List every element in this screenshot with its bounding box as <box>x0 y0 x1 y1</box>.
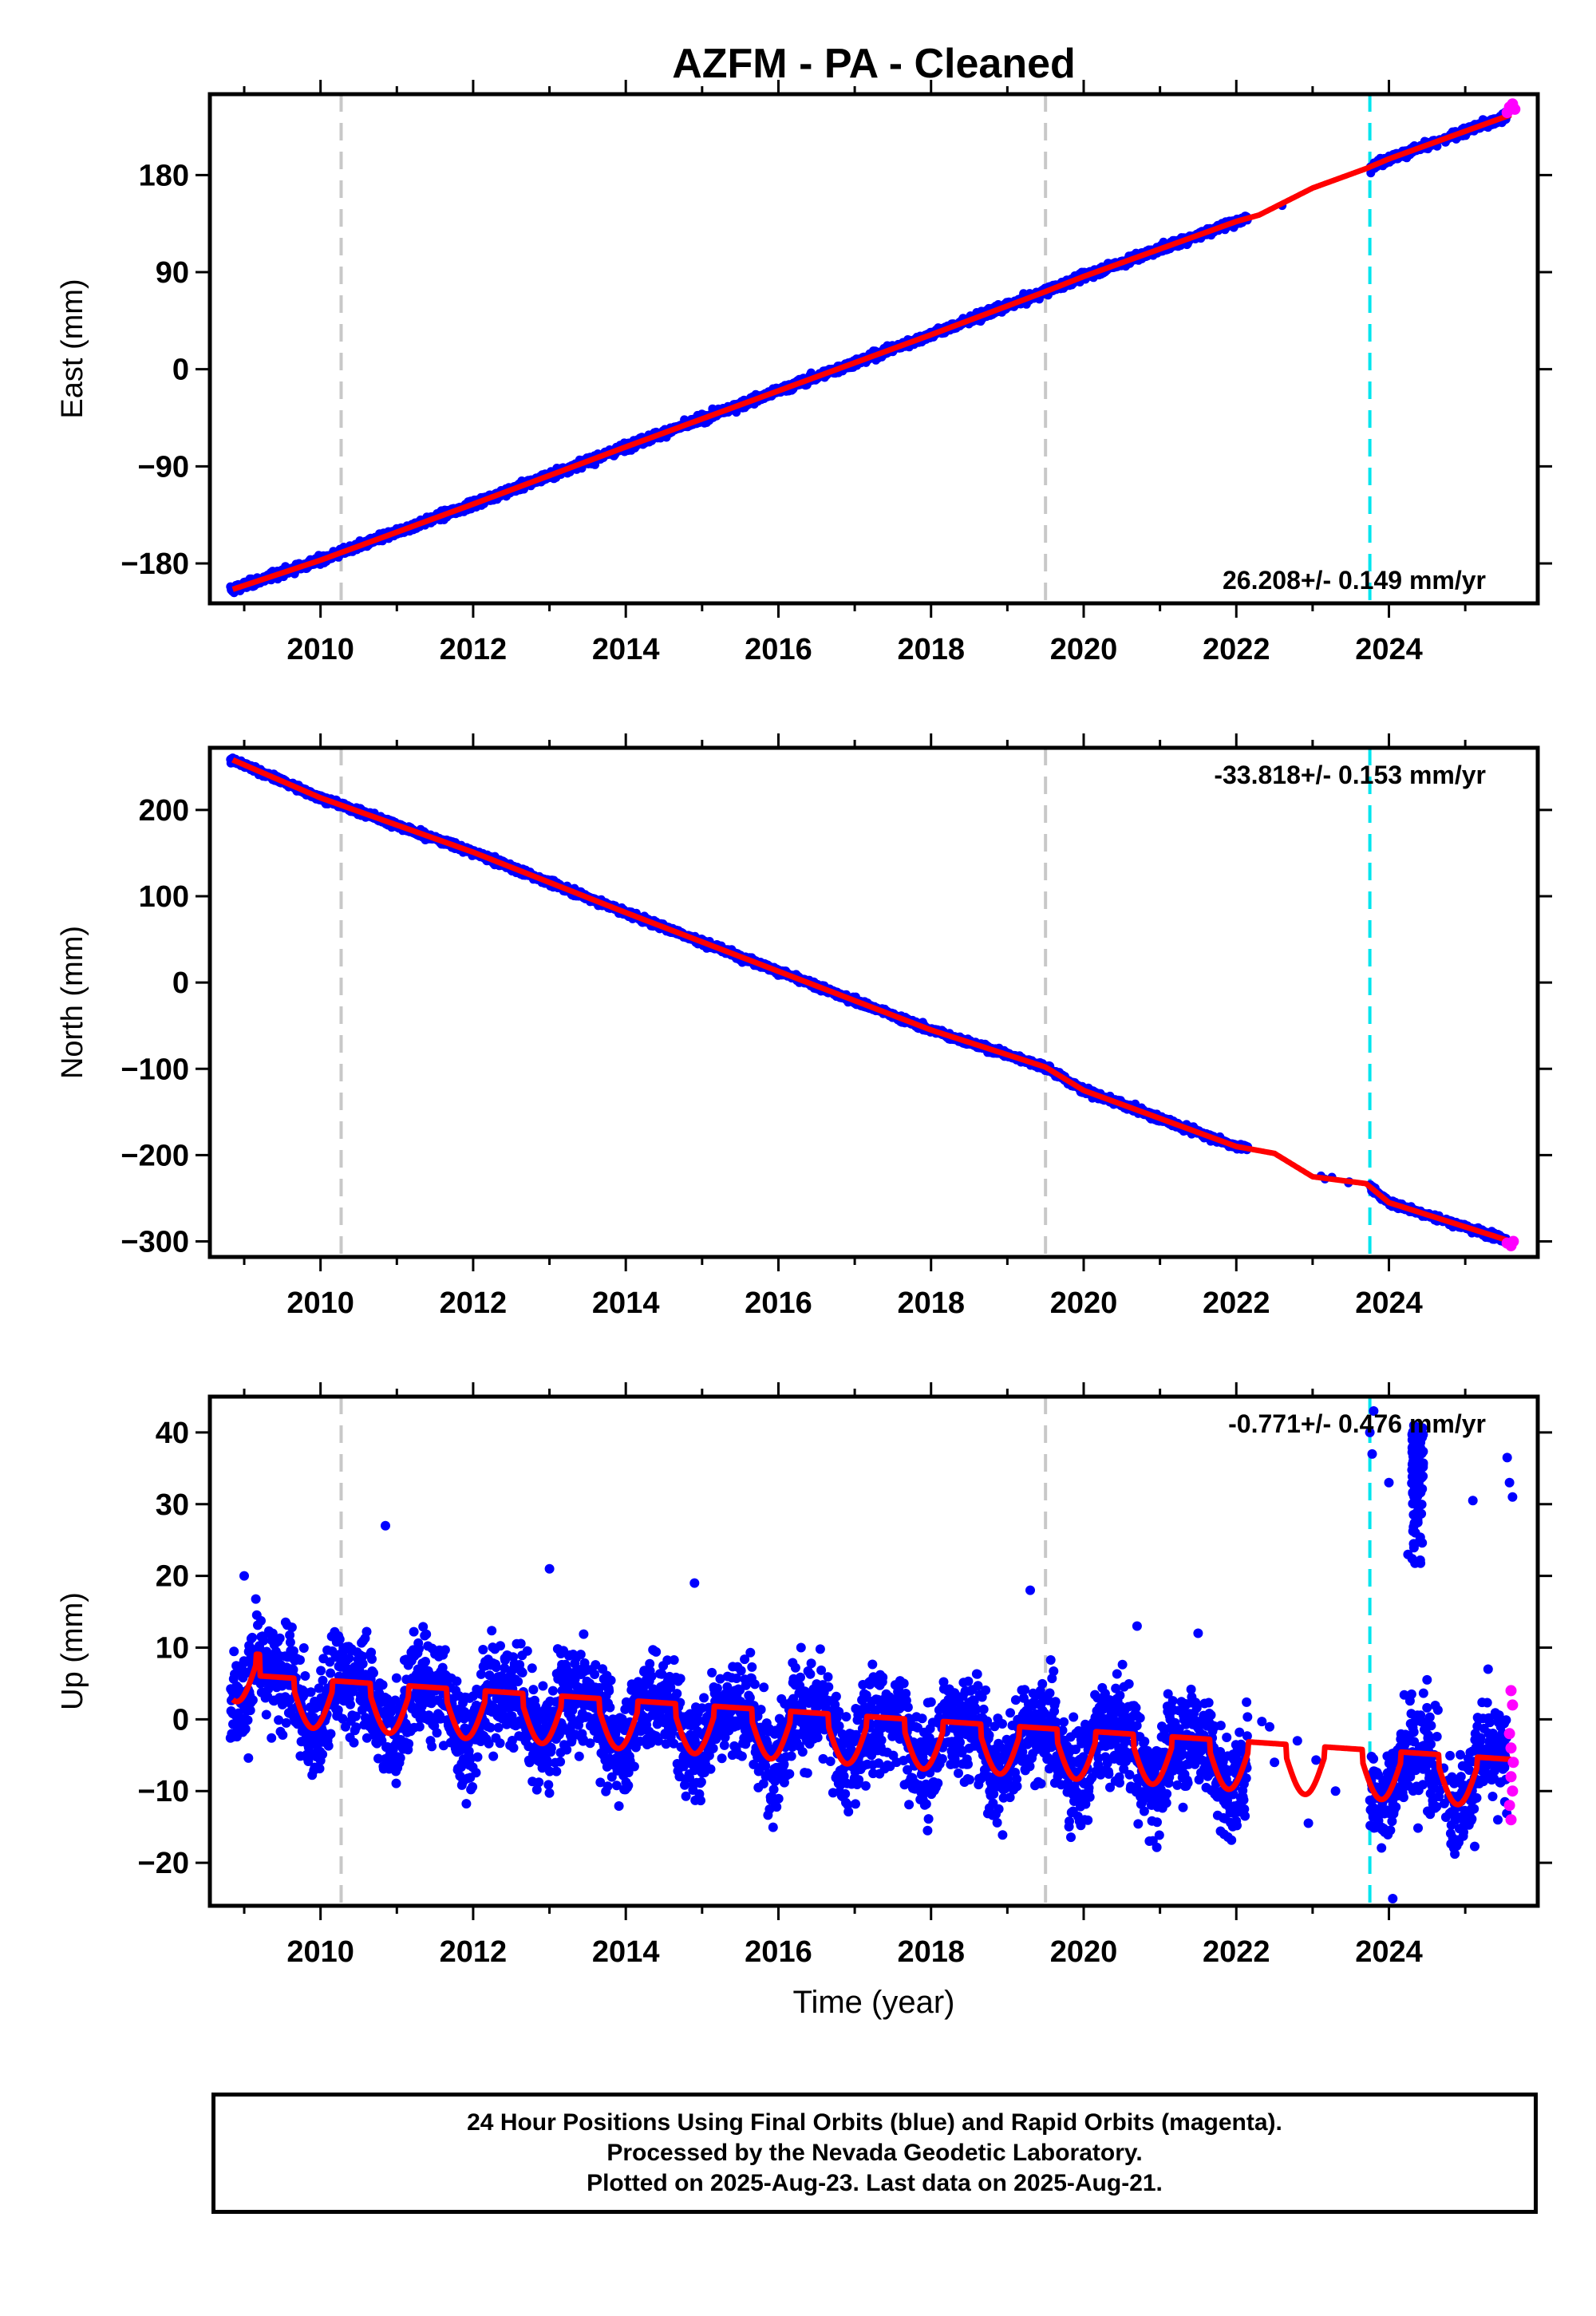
y-axis-label: East (mm) <box>56 279 89 418</box>
x-tick-label: 2012 <box>440 633 508 666</box>
x-tick-label: 2014 <box>592 633 660 666</box>
panel-east: 2010 2012 2014 2016 2018 2020 2022 2024 −180 −90 0… <box>56 80 1552 666</box>
final-orbit-points <box>226 753 1512 1247</box>
y-tick-label: −90 <box>138 450 189 484</box>
y-tick-label: 90 <box>156 256 189 290</box>
y-tick-label: 180 <box>139 159 189 192</box>
rapid-orbit-points <box>1501 98 1521 118</box>
x-tick-label: 2020 <box>1050 633 1118 666</box>
x-tick-label: 2010 <box>286 633 354 666</box>
x-tick-label: 2016 <box>745 633 812 666</box>
x-tick-label: 2024 <box>1355 633 1423 666</box>
rate-label: 26.208+/- 0.149 mm/yr <box>1223 566 1486 595</box>
panel-north: 2010 2012 2014 2016 2018 2020 2022 2024−300−200… <box>56 733 1552 1320</box>
figure-title: AZFM - PA - Cleaned <box>672 41 1076 87</box>
rapid-point <box>1509 103 1521 115</box>
y-tick-label: 0 <box>172 354 189 387</box>
x-tick-label: 2022 <box>1203 633 1270 666</box>
x-tick-label: 2018 <box>897 633 965 666</box>
y-tick-label: −180 <box>120 547 189 581</box>
